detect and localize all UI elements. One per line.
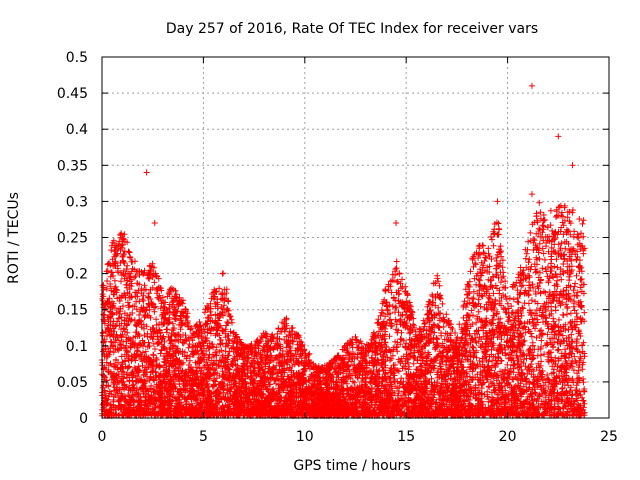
y-tick-label: 0.1 [66, 339, 88, 355]
outlier-point [494, 198, 501, 205]
x-tick-label: 20 [499, 429, 517, 445]
outlier-point [393, 220, 400, 227]
y-tick-label: 0.05 [57, 375, 88, 391]
y-tick-label: 0.15 [57, 303, 88, 319]
y-tick-label: 0.35 [57, 158, 88, 174]
chart-title: Day 257 of 2016, Rate Of TEC Index for r… [166, 21, 538, 37]
roti-data-cloud [99, 199, 588, 419]
y-tick-label: 0.3 [66, 194, 88, 210]
axis-ticks: 0 0.05 0.1 0.15 0.2 0.25 0.3 0.35 0.4 0.45 0.5 0 5 10… [57, 50, 618, 445]
x-tick-label: 10 [296, 429, 314, 445]
x-tick-label: 15 [397, 429, 415, 445]
outlier-point [528, 82, 535, 89]
x-tick-label: 0 [98, 429, 107, 445]
y-tick-label: 0.45 [57, 86, 88, 102]
data-points [99, 82, 588, 419]
y-tick-label: 0.5 [66, 50, 88, 66]
y-tick-label: 0.4 [66, 122, 88, 138]
x-tick-label: 5 [199, 429, 208, 445]
outlier-point [569, 162, 576, 169]
x-tick-label: 25 [600, 429, 618, 445]
y-tick-label: 0.2 [66, 267, 88, 283]
y-axis-label: ROTI / TECUs [6, 192, 22, 284]
outlier-point [555, 133, 562, 140]
x-axis-label: GPS time / hours [293, 458, 410, 474]
y-tick-label: 0 [79, 411, 88, 427]
outlier-point [143, 169, 150, 176]
y-tick-label: 0.25 [57, 231, 88, 247]
outlier-point [151, 220, 158, 227]
outlier-point [528, 191, 535, 198]
